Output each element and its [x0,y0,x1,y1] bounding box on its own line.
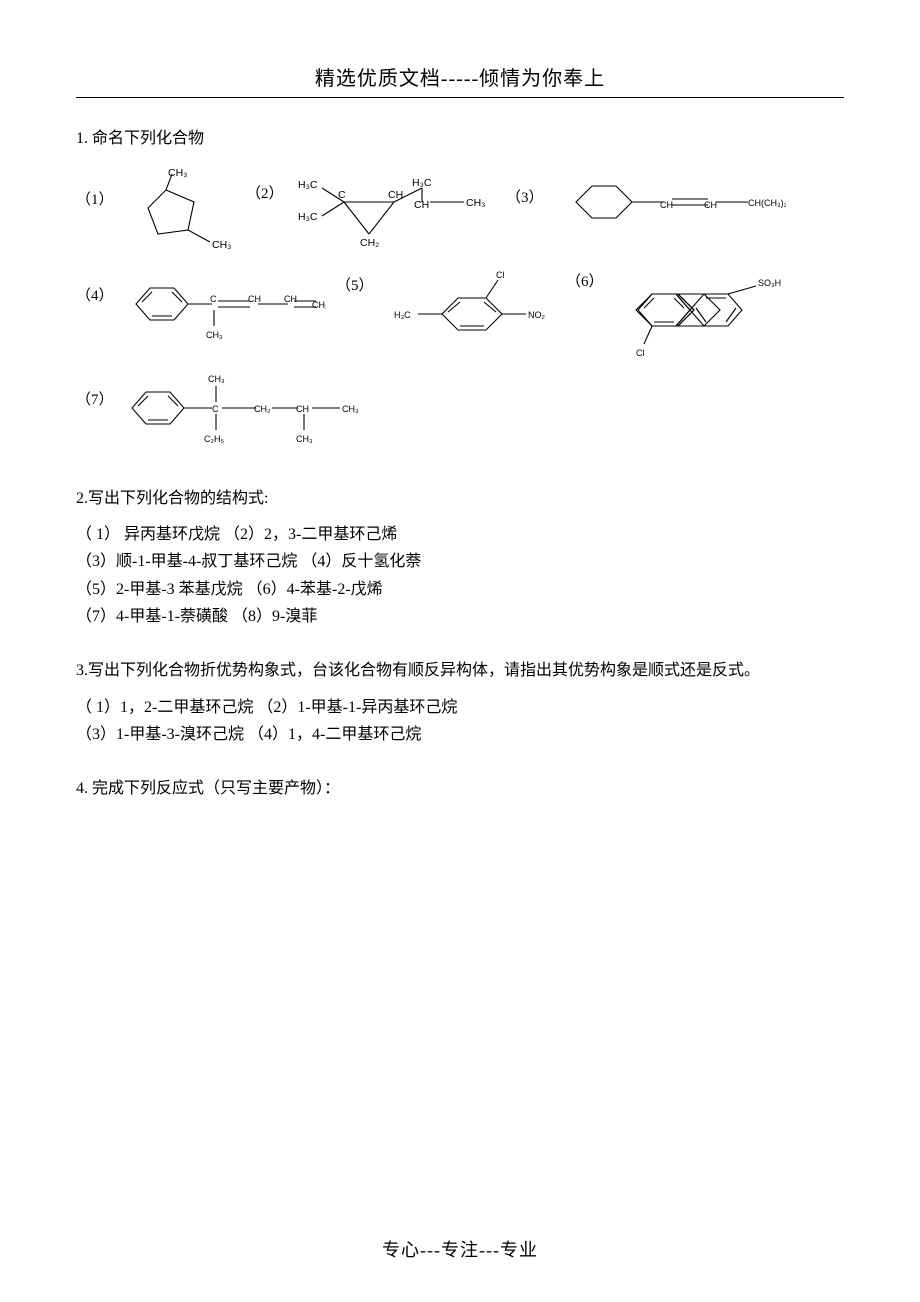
ch2-label: CH₂ [254,404,271,414]
structure-5: Cl NO₂ H₃C [386,264,556,354]
ch-label: CH [660,200,673,210]
h3c-label: H₃C [412,177,432,189]
c-label: C [210,294,217,304]
q3-title: 3.写出下列化合物折优势构象式，台该化合物有顺反异构体，请指出其优势构象是顺式还… [76,658,844,684]
ch2-label: CH₂ [312,300,326,310]
label-1: （1） [76,168,116,209]
q4-title: 4. 完成下列反应式（只写主要产物）： [76,776,844,802]
q3-line: （ 1）1，2-二甲基环己烷 （2）1-甲基-1-异丙基环己烷 [76,694,844,721]
structure-4: C CH CH CH₂ CH₃ [126,264,326,354]
ch3-label: CH₃ [342,404,359,414]
ch3-label: CH₃ [206,330,223,340]
ch2-label: CH₂ [360,237,379,249]
q2-line: （7）4-甲基-1-萘磺酸 （8）9-溴菲 [76,603,844,630]
page-header: 精选优质文档-----倾情为你奉上 [76,62,844,91]
c-label: C [338,189,346,201]
ch3-label: CH₃ [168,168,187,179]
q2-title: 2.写出下列化合物的结构式: [76,486,844,512]
q2-line: （5）2-甲基-3 苯基戊烷 （6）4-苯基-2-戊烯 [76,576,844,603]
ch-label: CH [248,294,261,304]
c2h5-label: C₂H₅ [204,434,224,444]
structure-6: SO₃H Cl [616,264,796,364]
q3-list: （ 1）1，2-二甲基环己烷 （2）1-甲基-1-异丙基环己烷 （3）1-甲基-… [76,694,844,748]
label-2: （2） [246,168,286,203]
no2-label: NO₂ [528,310,546,320]
ch-label: CH [296,404,309,414]
ch-label: CH [284,294,297,304]
q2-line: （ 1） 异丙基环戊烷 （2）2，3-二甲基环己烯 [76,521,844,548]
label-7: （7） [76,368,116,409]
q1-title: 1. 命名下列化合物 [76,126,844,152]
ch3-label: CH₃ [212,239,231,251]
diagram-row-3: （7） CH₃ C C₂H₅ CH₂ [76,368,844,458]
structure-3: CH CH CH(CH₃)₂ [556,168,786,238]
label-5: （5） [336,264,376,295]
chch32-label: CH(CH₃)₂ [748,198,786,208]
ch-label: CH [704,200,717,210]
diagram-row-1: （1） CH₃ CH₃ （2） [76,168,844,260]
h3c-label: H₃C [394,310,411,320]
q3-line: （3）1-甲基-3-溴环己烷 （4）1，4-二甲基环己烷 [76,721,844,748]
h3c-label: H₃C [298,211,318,223]
h3c-label: H₃C [298,179,318,191]
header-rule [76,97,844,98]
label-3: （3） [506,168,546,207]
so3h-label: SO₃H [758,278,781,288]
c-label: C [212,404,219,414]
ch3-label: CH₃ [296,434,313,444]
ch-label: CH [414,199,429,211]
q2-list: （ 1） 异丙基环戊烷 （2）2，3-二甲基环己烯 （3）顺-1-甲基-4-叔丁… [76,521,844,630]
structure-1: CH₃ CH₃ [126,168,236,258]
ch3-label: CH₃ [208,374,225,384]
cl-label: Cl [636,348,645,358]
ch3-label: CH₃ [466,197,485,209]
structure-2: H₃C H₃C C CH CH₂ H₃C CH CH₃ [296,168,496,260]
q2-line: （3）顺-1-甲基-4-叔丁基环己烷 （4）反十氢化萘 [76,548,844,575]
diagram-row-2: （4） C CH CH [76,264,844,364]
label-4: （4） [76,264,116,305]
structure-7: CH₃ C C₂H₅ CH₂ CH CH₃ CH₃ [126,368,366,458]
label-6: （6） [566,264,606,291]
cl-label: Cl [496,270,505,280]
ch-label: CH [388,189,403,201]
page-footer: 专心---专注---专业 [0,1236,920,1262]
